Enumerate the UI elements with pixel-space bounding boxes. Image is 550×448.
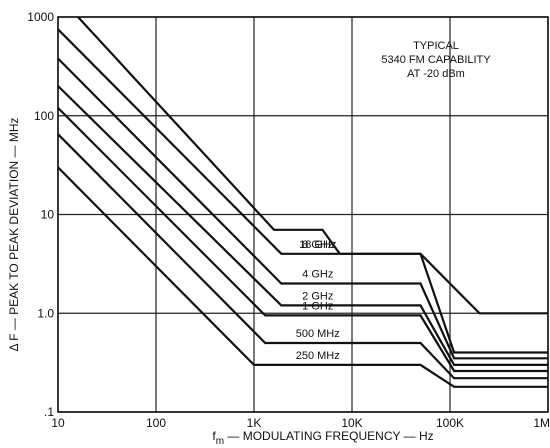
series-layer	[57, 16, 548, 388]
series-label: 18 GHz	[299, 239, 336, 251]
tick-labels: 10 100 1K 10K 100K 1M .1 1.0 10 100 1000	[27, 10, 550, 430]
y-tick-label: 1.0	[37, 306, 54, 320]
x-tick-label: 100	[146, 416, 166, 430]
series-label: 8 GHz	[302, 239, 333, 251]
y-tick-label: 10	[41, 208, 55, 222]
x-axis-title-sub: m	[216, 436, 224, 447]
series-line	[57, 166, 548, 388]
x-tick-label: 10K	[341, 416, 362, 430]
y-tick-label: .1	[44, 405, 54, 419]
annotation-line-3: AT -20 dBm	[407, 68, 465, 80]
y-tick-label: 100	[34, 109, 54, 123]
x-tick-label: 1K	[247, 416, 262, 430]
x-axis-title-rest: — MODULATING FREQUENCY — Hz	[224, 429, 434, 443]
series-label: 250 MHz	[296, 350, 340, 362]
annotation-line-2: 5340 FM CAPABILITY	[381, 54, 491, 66]
x-tick-label: 100K	[436, 416, 464, 430]
y-tick-label: 1000	[27, 10, 54, 24]
x-tick-label: 10	[51, 416, 65, 430]
series-line	[57, 57, 548, 360]
series-line	[57, 133, 548, 380]
x-tick-label: 1M	[533, 416, 550, 430]
series-line	[57, 107, 548, 373]
series-label: 1 GHz	[302, 300, 333, 312]
series-label: 500 MHz	[296, 328, 340, 340]
series-label: 2 GHz	[302, 290, 333, 302]
x-axis-title: fm — MODULATING FREQUENCY — Hz	[212, 429, 433, 447]
series-line	[57, 85, 548, 366]
series-label: 4 GHz	[302, 269, 333, 281]
plot-frame	[57, 16, 549, 413]
series-line	[57, 28, 548, 354]
y-axis-title: Δ F — PEAK TO PEAK DEVIATION — MHz	[7, 117, 21, 351]
annotation-line-1: TYPICAL	[413, 40, 459, 52]
x-axis-title-main: f	[212, 429, 216, 443]
